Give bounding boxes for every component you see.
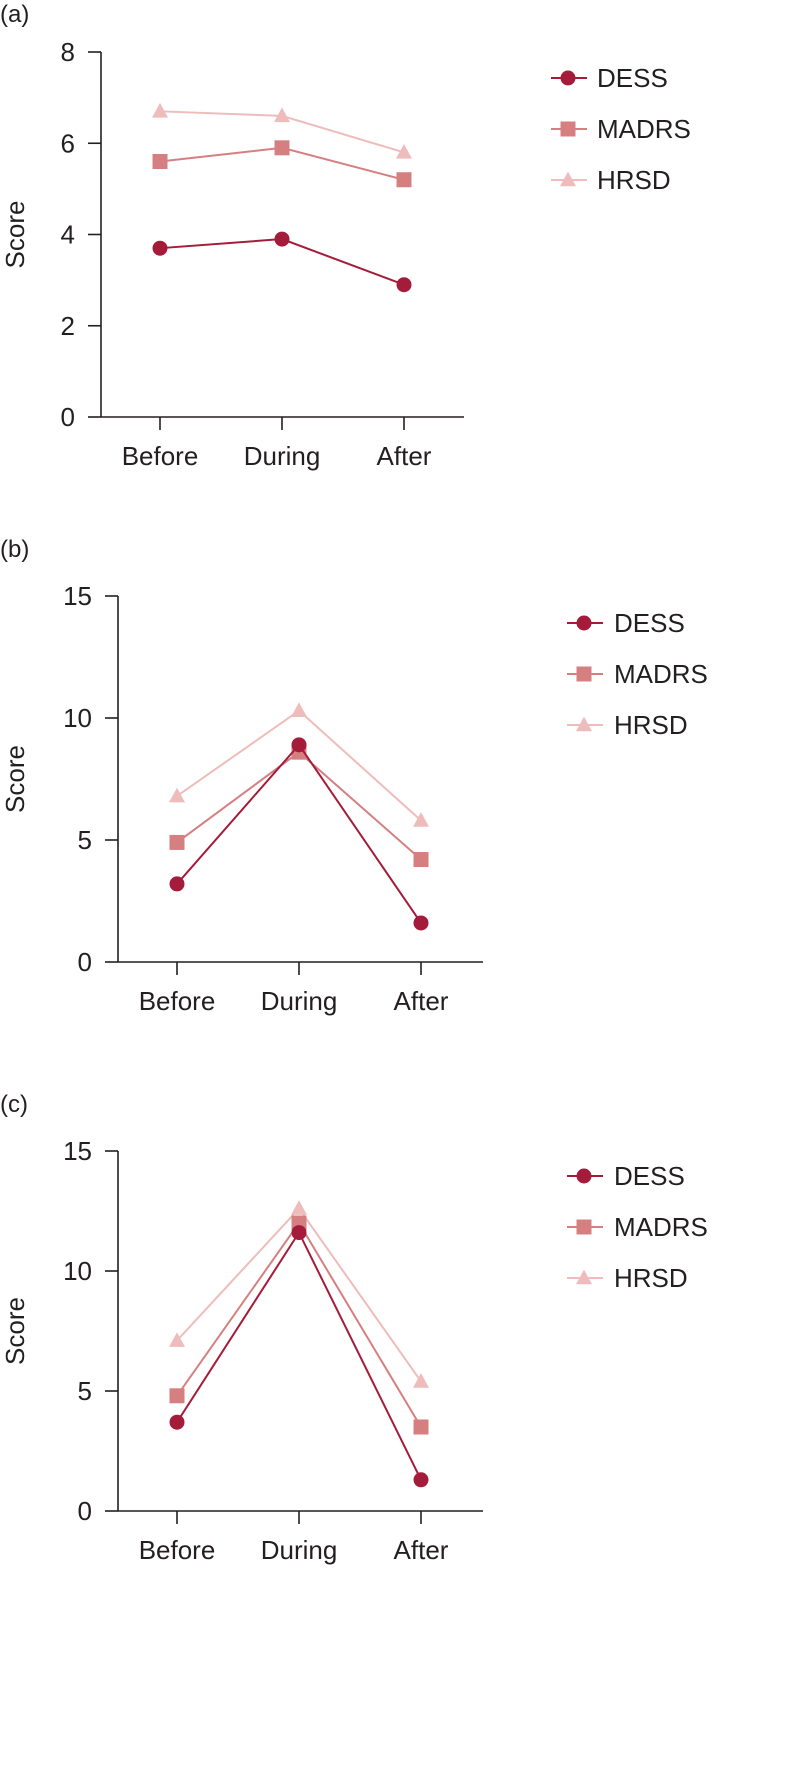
y-tick-label: 15 bbox=[63, 581, 92, 611]
data-point-dess bbox=[291, 737, 307, 753]
data-point-dess bbox=[413, 1472, 429, 1488]
y-tick-label: 15 bbox=[63, 1136, 92, 1166]
panel-label: (c) bbox=[0, 1091, 28, 1118]
x-tick-label: After bbox=[377, 441, 432, 471]
legend-label: DESS bbox=[614, 608, 685, 638]
legend-label: HRSD bbox=[597, 165, 671, 195]
legend-marker-dess bbox=[560, 70, 576, 86]
x-tick-label: During bbox=[261, 986, 338, 1016]
x-tick-label: Before bbox=[139, 986, 216, 1016]
y-tick-label: 2 bbox=[61, 311, 75, 341]
legend-label: DESS bbox=[597, 63, 668, 93]
series-line-madrs bbox=[176, 1221, 422, 1428]
y-tick-label: 10 bbox=[63, 703, 92, 733]
data-point-hrsd bbox=[274, 107, 290, 123]
data-point-hrsd bbox=[169, 1332, 185, 1347]
y-tick-label: 4 bbox=[61, 220, 75, 250]
y-tick-label: 5 bbox=[78, 825, 92, 855]
legend-label: MADRS bbox=[614, 1212, 708, 1242]
data-point-dess bbox=[396, 277, 412, 293]
chart-panel: (b) 0 5 10 15 Before During After Score DESS MADRS… bbox=[0, 536, 708, 1016]
x-tick-label: During bbox=[244, 441, 321, 471]
data-point-dess bbox=[291, 1225, 307, 1241]
panel-label: (a) bbox=[0, 1, 29, 28]
chart-panel: (c) 0 5 10 15 Before During After Score DESS MADRS… bbox=[0, 1091, 708, 1565]
data-point-dess bbox=[152, 240, 168, 256]
legend-label: MADRS bbox=[597, 114, 691, 144]
y-tick-label: 8 bbox=[61, 37, 75, 67]
x-tick-label: After bbox=[394, 986, 449, 1016]
y-tick-label: 0 bbox=[78, 947, 92, 977]
y-tick-label: 10 bbox=[63, 1256, 92, 1286]
y-tick-label: 0 bbox=[61, 402, 75, 432]
data-point-madrs bbox=[152, 154, 168, 169]
data-point-madrs bbox=[169, 834, 185, 850]
x-tick-label: Before bbox=[122, 441, 199, 471]
legend-marker-madrs bbox=[576, 1219, 592, 1235]
data-point-hrsd bbox=[152, 102, 168, 118]
data-point-dess bbox=[169, 1414, 185, 1430]
legend-label: HRSD bbox=[614, 710, 688, 740]
data-point-madrs bbox=[274, 140, 290, 156]
x-tick-label: During bbox=[261, 1535, 338, 1565]
y-tick-label: 0 bbox=[78, 1496, 92, 1526]
data-point-dess bbox=[413, 915, 429, 931]
data-point-madrs bbox=[413, 852, 429, 868]
x-tick-label: Before bbox=[139, 1535, 216, 1565]
legend-label: MADRS bbox=[614, 659, 708, 689]
data-point-hrsd bbox=[396, 143, 412, 159]
data-point-hrsd bbox=[291, 702, 307, 717]
y-axis-title: Score bbox=[0, 745, 30, 813]
legend-marker-dess bbox=[576, 615, 592, 631]
legend-marker-dess bbox=[576, 1168, 592, 1184]
series-line-hrsd bbox=[176, 709, 422, 822]
y-tick-label: 6 bbox=[61, 128, 75, 158]
legend-marker-hrsd bbox=[576, 1269, 592, 1285]
data-point-hrsd bbox=[413, 1373, 429, 1388]
panel-label: (b) bbox=[0, 536, 29, 563]
legend-label: HRSD bbox=[614, 1263, 688, 1293]
data-point-dess bbox=[274, 231, 290, 247]
x-tick-label: After bbox=[394, 1535, 449, 1565]
legend-label: DESS bbox=[614, 1161, 685, 1191]
data-point-madrs bbox=[396, 172, 412, 188]
data-point-madrs bbox=[413, 1419, 429, 1435]
data-point-madrs bbox=[169, 1388, 185, 1404]
legend-marker-hrsd bbox=[576, 716, 592, 732]
data-point-dess bbox=[169, 876, 185, 892]
series-line-dess bbox=[176, 1230, 422, 1481]
chart-panel: (a) 0 2 4 6 8 Before During After Score DESS MADRS H… bbox=[0, 1, 691, 471]
y-axis-title: Score bbox=[0, 1297, 30, 1365]
y-axis-title: Score bbox=[0, 201, 30, 269]
legend-marker-madrs bbox=[560, 121, 576, 137]
legend-marker-madrs bbox=[576, 666, 592, 682]
legend-marker-hrsd bbox=[560, 171, 576, 187]
data-point-hrsd bbox=[169, 787, 185, 803]
data-point-hrsd bbox=[413, 812, 429, 827]
y-tick-label: 5 bbox=[78, 1376, 92, 1406]
data-point-hrsd bbox=[291, 1200, 307, 1215]
